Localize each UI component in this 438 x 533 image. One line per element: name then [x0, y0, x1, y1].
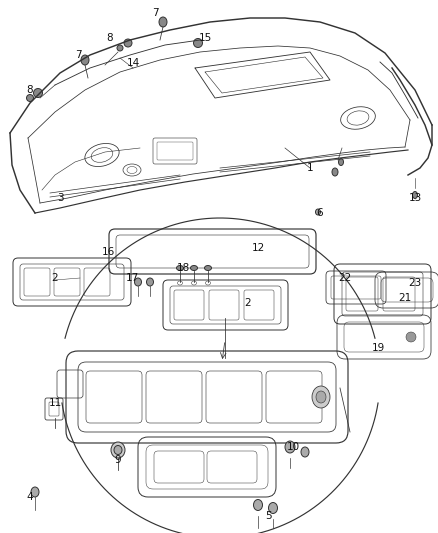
Text: 17: 17 — [125, 273, 138, 283]
Text: 13: 13 — [408, 193, 422, 203]
Text: 12: 12 — [251, 243, 265, 253]
Ellipse shape — [254, 499, 262, 511]
Ellipse shape — [191, 265, 198, 271]
Ellipse shape — [114, 446, 122, 455]
Text: 9: 9 — [115, 455, 121, 465]
Ellipse shape — [27, 94, 33, 101]
Ellipse shape — [124, 39, 132, 47]
Ellipse shape — [316, 391, 326, 403]
Text: 8: 8 — [107, 33, 113, 43]
Text: 4: 4 — [27, 492, 33, 502]
Text: 19: 19 — [371, 343, 385, 353]
Text: 18: 18 — [177, 263, 190, 273]
Text: 22: 22 — [339, 273, 352, 283]
Ellipse shape — [177, 265, 184, 271]
Ellipse shape — [159, 17, 167, 27]
Text: 21: 21 — [399, 293, 412, 303]
Text: 2: 2 — [52, 273, 58, 283]
Text: 7: 7 — [152, 8, 158, 18]
Ellipse shape — [134, 278, 141, 286]
Text: 14: 14 — [127, 58, 140, 68]
Text: 2: 2 — [245, 298, 251, 308]
Text: 7: 7 — [75, 50, 81, 60]
Text: 16: 16 — [101, 247, 115, 257]
Text: 15: 15 — [198, 33, 212, 43]
Text: 6: 6 — [317, 208, 323, 218]
Ellipse shape — [111, 442, 125, 458]
Ellipse shape — [315, 209, 321, 215]
Ellipse shape — [339, 158, 343, 166]
Ellipse shape — [146, 278, 153, 286]
Ellipse shape — [406, 332, 416, 342]
Text: 8: 8 — [27, 85, 33, 95]
Ellipse shape — [81, 55, 89, 65]
Text: 1: 1 — [307, 163, 313, 173]
Ellipse shape — [31, 487, 39, 497]
Text: 5: 5 — [265, 511, 271, 521]
Text: 23: 23 — [408, 278, 422, 288]
Ellipse shape — [332, 168, 338, 176]
Ellipse shape — [268, 503, 278, 513]
Ellipse shape — [194, 38, 202, 47]
Ellipse shape — [301, 447, 309, 457]
Text: 11: 11 — [48, 398, 62, 408]
Ellipse shape — [33, 88, 42, 98]
Ellipse shape — [312, 386, 330, 408]
Ellipse shape — [285, 441, 295, 453]
Ellipse shape — [413, 191, 417, 198]
Text: 10: 10 — [286, 442, 300, 452]
Ellipse shape — [205, 265, 212, 271]
Ellipse shape — [117, 45, 123, 51]
Text: 3: 3 — [57, 193, 64, 203]
